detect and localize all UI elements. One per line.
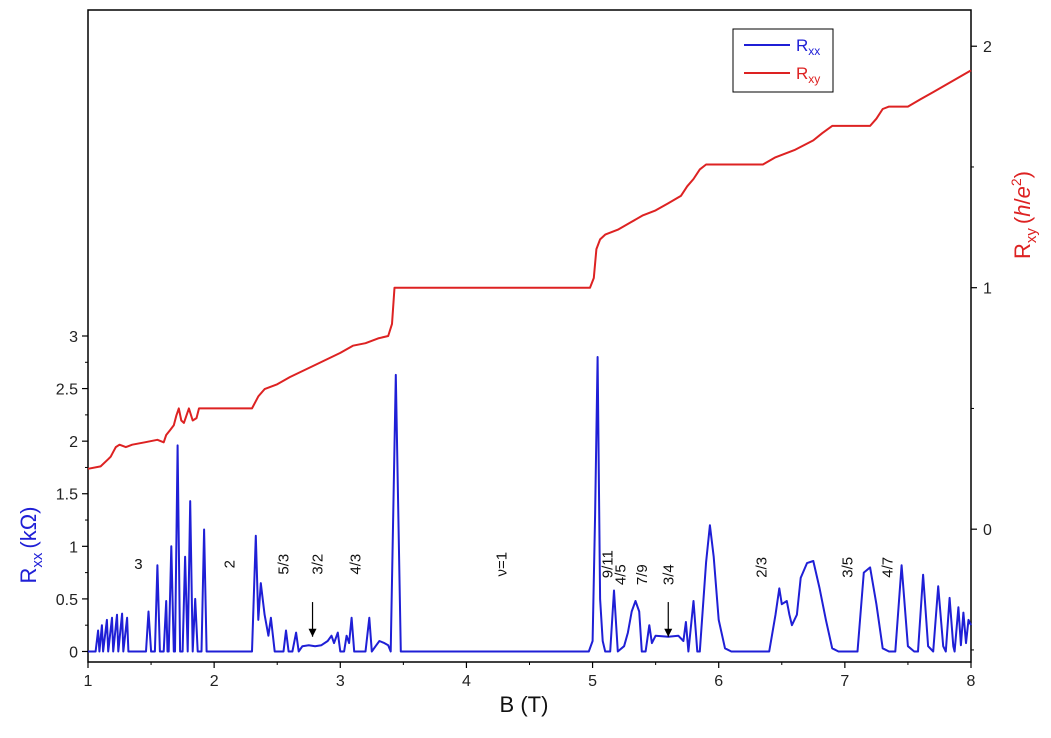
x-axis-title: B (T) [500,692,549,717]
left-tick-label: 0.5 [56,592,78,609]
x-tick-label: 3 [336,673,345,690]
left-axis-ticks: 0 0.5 1 1.5 2 2.5 3 [56,329,88,661]
series-line-rxy [87,69,972,470]
right-axis-title-main: R [1010,243,1035,259]
annotation-label: 4/3 [347,554,364,575]
annotation-group: 3 2 5/3 3/2 4/3 ν=1 9/114/5 7/9 3/4 2/3 3/5 4/7 [134,550,897,637]
right-axis-title: Rxy (h/e2) [1008,171,1040,259]
x-tick-label: 6 [714,673,723,690]
annotation-arrowhead [664,628,673,637]
left-tick-label: 1 [69,539,78,556]
annotation-label: 4/7 [880,557,897,578]
annotation-label: 3/4 [660,564,677,585]
right-axis-title-sub: xy [1023,228,1040,244]
annotation-arrowhead [308,628,317,637]
annotation-label: 4/5 [612,564,629,585]
svg-text:Rxy(h/e2): Rxy (h/e2) [1008,171,1040,259]
x-tick-label: 5 [588,673,597,690]
svg-text:Rxx(kΩ): Rxx (kΩ) [16,507,46,584]
legend-label-rxx-main: R [796,36,808,55]
x-tick-label: 7 [840,673,849,690]
legend-box [732,28,834,93]
annotation-label: 3 [134,556,142,573]
annotation-label: ν=1 [494,552,511,577]
annotation-label: 2 [221,560,238,568]
left-tick-label: 0 [69,644,78,661]
right-tick-label: 0 [983,522,992,539]
left-axis-title-unit: (kΩ) [16,507,41,549]
legend-label-rxy-main: R [796,64,808,83]
x-tick-label: 2 [210,673,219,690]
annotation-label: 9/11 [600,550,617,578]
annotation-label: 2/3 [754,557,771,578]
legend-label-rxy: Rxy [796,64,820,86]
annotation-label: 5/3 [276,554,293,575]
legend-label-rxy-sub: xy [808,72,820,86]
left-tick-label: 1.5 [56,487,78,504]
left-axis-title: Rxx (kΩ) [16,507,46,584]
right-tick-label: 2 [983,39,992,56]
x-tick-label: 1 [84,673,93,690]
legend-label-rxx: Rxx [796,36,820,58]
right-axis-title-e: e [1010,186,1035,198]
left-axis-title-sub: xx [29,552,46,568]
left-axis-title-main: R [16,568,41,584]
left-tick-label: 3 [69,329,78,346]
legend-label-rxx-sub: xx [808,44,820,58]
series-group [87,69,972,653]
x-tick-label: 4 [462,673,471,690]
x-axis-ticks: 1 2 3 4 5 6 7 8 [84,662,976,690]
annotation-label: 3/2 [310,554,327,575]
left-tick-label: 2 [69,434,78,451]
right-axis-title-open: ( [1010,216,1035,224]
right-axis-title-h: h [1010,205,1035,217]
right-axis-ticks: 0 1 2 [971,39,992,651]
right-tick-label: 1 [983,281,992,298]
series-line-rxx [88,356,972,653]
legend: Rxx Rxy [732,28,834,93]
right-axis-title-slash: / [1010,198,1035,205]
right-axis-title-sup: 2 [1008,178,1024,186]
left-tick-label: 2.5 [56,382,78,399]
annotation-label: 7/9 [634,564,651,585]
x-tick-label: 8 [967,673,976,690]
annotation-label: 3/5 [839,557,856,578]
right-axis-title-close: ) [1010,171,1035,178]
